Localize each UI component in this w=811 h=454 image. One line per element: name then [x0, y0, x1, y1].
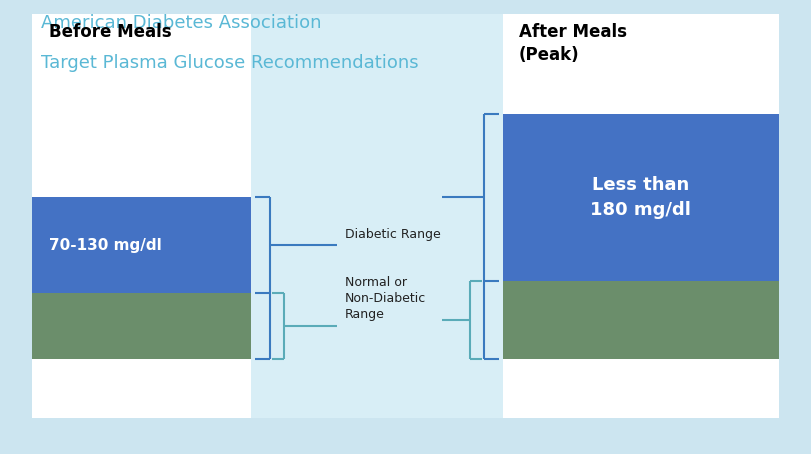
Text: Diabetic Range: Diabetic Range [345, 227, 440, 241]
Text: Normal or
Non-Diabetic
Range: Normal or Non-Diabetic Range [345, 276, 426, 321]
Bar [32, 293, 251, 359]
Text: Before Meals: Before Meals [49, 23, 171, 41]
Bar [503, 14, 779, 418]
Text: American Diabetes Association: American Diabetes Association [41, 14, 321, 32]
Bar [503, 281, 779, 359]
Bar [32, 14, 251, 418]
Text: 70-130 mg/dl: 70-130 mg/dl [49, 237, 161, 253]
Text: Less than
180 mg/dl: Less than 180 mg/dl [590, 176, 691, 219]
Text: Target Plasma Glucose Recommendations: Target Plasma Glucose Recommendations [41, 54, 418, 73]
Bar [32, 197, 251, 293]
Bar [503, 114, 779, 281]
Bar [251, 14, 503, 418]
Text: After Meals
(Peak): After Meals (Peak) [519, 23, 627, 64]
